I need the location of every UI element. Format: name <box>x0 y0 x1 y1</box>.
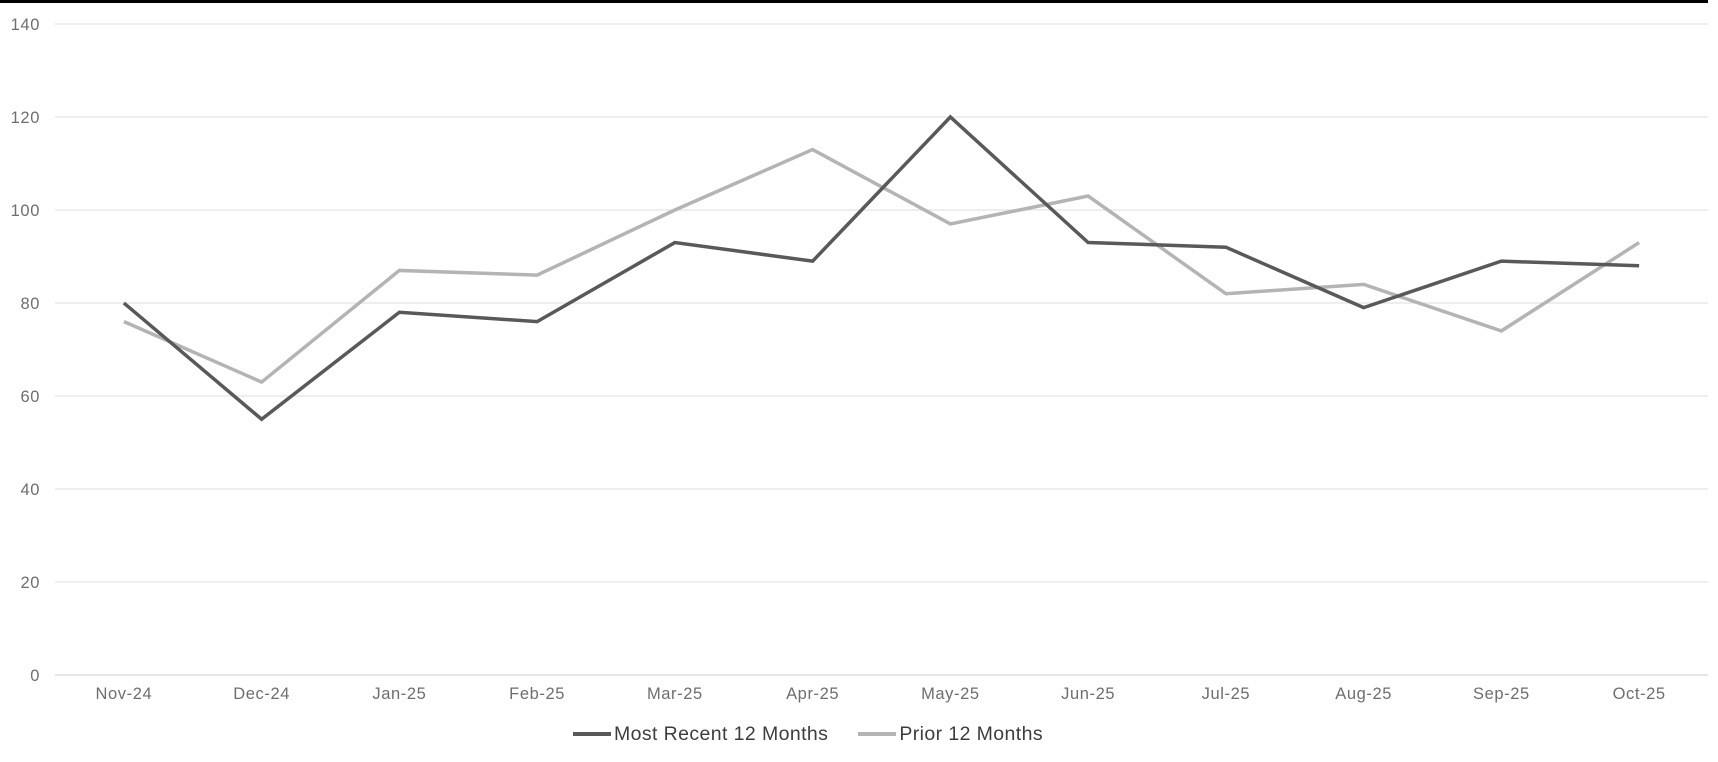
y-tick-label: 40 <box>20 481 40 499</box>
y-tick-label: 120 <box>11 109 40 127</box>
chart-legend: Most Recent 12 Months Prior 12 Months <box>0 716 1667 752</box>
x-tick-label: Mar-25 <box>647 685 703 703</box>
y-tick-label: 140 <box>11 16 40 34</box>
x-tick-label: Jul-25 <box>1202 685 1251 703</box>
y-tick-label: 0 <box>30 667 40 685</box>
y-tick-label: 80 <box>20 295 40 313</box>
x-tick-label: May-25 <box>921 685 980 703</box>
x-tick-label: Jun-25 <box>1061 685 1115 703</box>
y-tick-label: 20 <box>20 574 40 592</box>
legend-item-most-recent-12-months: Most Recent 12 Months <box>573 723 828 746</box>
y-tick-label: 100 <box>11 202 40 220</box>
legend-line-swatch-prior <box>858 732 897 736</box>
top-border-line <box>0 0 1708 3</box>
x-tick-label: Oct-25 <box>1613 685 1666 703</box>
x-tick-label: Jan-25 <box>372 685 426 703</box>
x-tick-label: Apr-25 <box>786 685 839 703</box>
legend-line-swatch-most-recent <box>573 732 611 736</box>
x-tick-label: Feb-25 <box>509 685 565 703</box>
legend-item-prior-12-months: Prior 12 Months <box>858 723 1043 746</box>
line-chart: 0 20 40 60 80 100 120 140 Nov-24 Dec-24 Jan-25 Feb-… <box>11 16 1708 703</box>
series-line-prior-12-months <box>123 147 1641 385</box>
y-tick-label: 60 <box>20 388 40 406</box>
series-line-most-recent-12-months <box>122 114 1640 422</box>
x-tick-label: Nov-24 <box>95 685 152 703</box>
legend-label-prior: Prior 12 Months <box>899 722 1043 745</box>
x-tick-label: Aug-25 <box>1335 685 1392 703</box>
x-tick-label: Sep-25 <box>1473 685 1530 703</box>
legend-label-most-recent: Most Recent 12 Months <box>614 722 829 745</box>
x-tick-label: Dec-24 <box>233 685 290 703</box>
